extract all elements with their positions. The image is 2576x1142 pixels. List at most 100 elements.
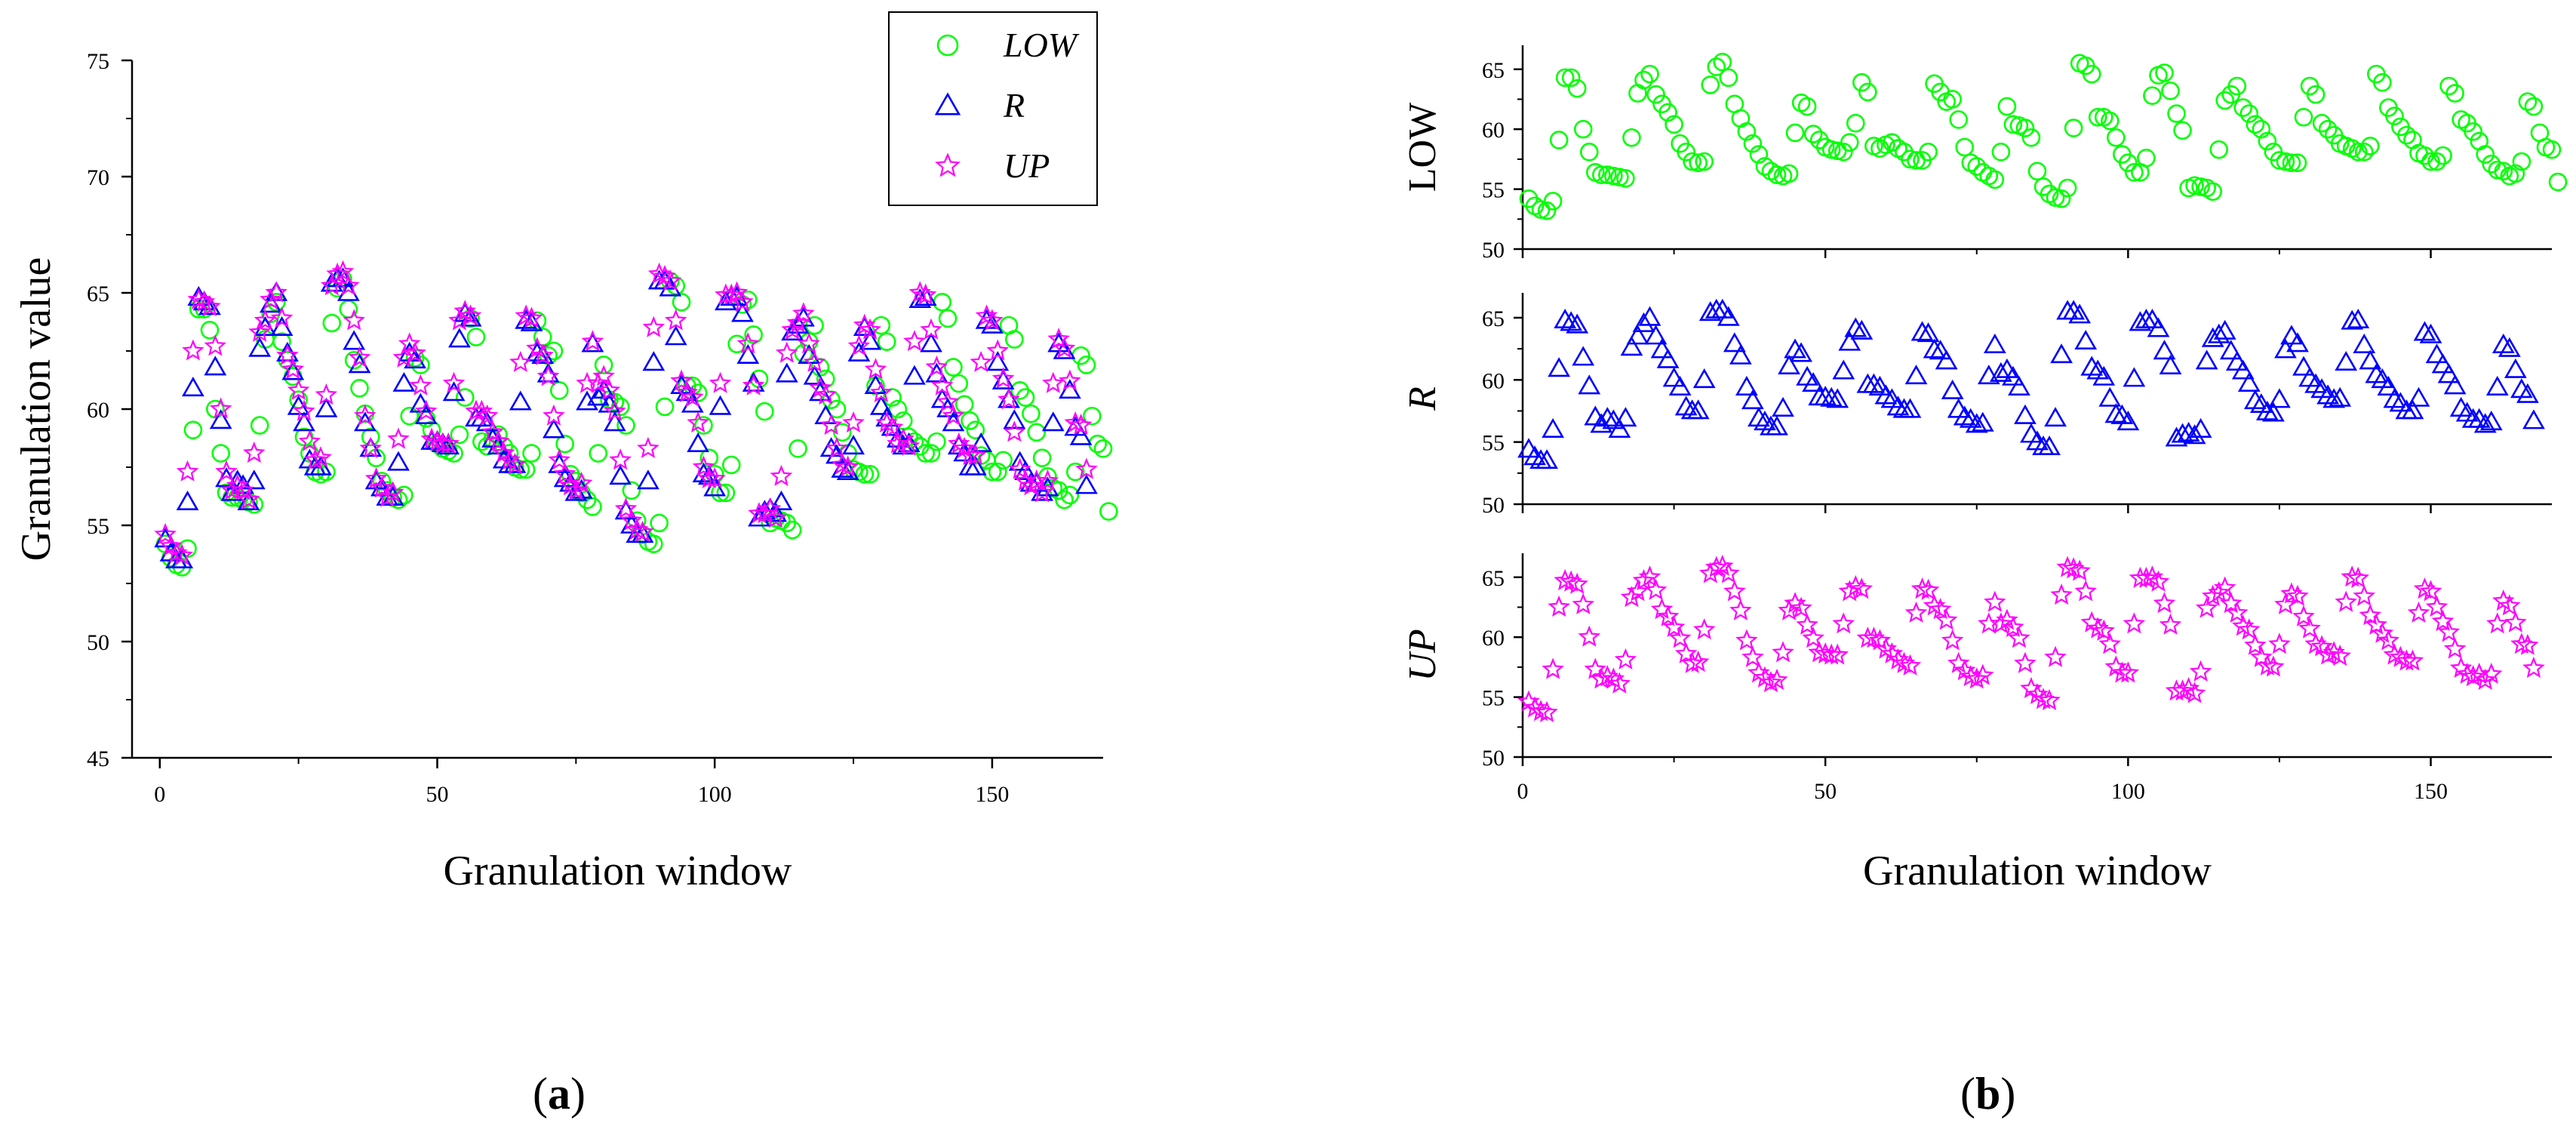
point-up [2504, 611, 2527, 633]
point-low [2015, 119, 2035, 137]
point-low [272, 332, 291, 351]
point-r [1844, 317, 1867, 337]
point-r [664, 325, 687, 346]
point-r [603, 411, 626, 432]
point-up [536, 365, 560, 386]
point-r [859, 330, 882, 350]
point-up [2473, 668, 2497, 690]
point-low [527, 311, 547, 331]
point-low [1634, 70, 1653, 90]
point-r [503, 453, 527, 473]
point-up [1898, 654, 1922, 676]
point-up [2195, 596, 2218, 618]
point-up [981, 309, 1004, 331]
point-r [875, 407, 899, 427]
point-low [1991, 143, 2011, 162]
x-axis-title-b: Granulation window [1863, 848, 2212, 894]
y-axis-title-up: UP [1401, 629, 1444, 681]
y-axis-title-low: LOW [1401, 103, 1444, 192]
point-r [2413, 321, 2436, 341]
point-up [270, 306, 294, 328]
point-r [2008, 375, 2030, 396]
point-low [1707, 57, 1726, 76]
point-r [2335, 350, 2358, 371]
point-r [1826, 388, 1849, 408]
point-r [2243, 389, 2267, 410]
point-up [581, 330, 604, 352]
point-r [736, 343, 760, 364]
point-up [1008, 457, 1031, 479]
point-r [2116, 411, 2140, 431]
legend-marker-low [936, 34, 959, 57]
point-r [964, 455, 987, 476]
point-up [1680, 651, 1704, 673]
x-tick-label-a: 50 [426, 782, 448, 807]
point-r [359, 437, 383, 457]
point-r [609, 465, 632, 485]
point-up [2238, 618, 2261, 640]
point-up [2044, 645, 2067, 667]
point-up [1808, 641, 1831, 663]
point-up [2123, 612, 2146, 634]
point-up [1766, 668, 1788, 690]
point-low [927, 432, 946, 451]
point-up [2183, 682, 2206, 703]
point-up [459, 304, 482, 326]
point-low [1883, 133, 1901, 152]
point-up [2359, 604, 2382, 626]
point-up [398, 332, 421, 354]
point-low [1658, 103, 1677, 122]
point-r [2050, 343, 2073, 364]
point-low [1555, 68, 1575, 88]
y-tick-label-a: 45 [87, 746, 109, 771]
point-up [914, 283, 937, 305]
point-up [2395, 649, 2418, 671]
point-low [2003, 115, 2023, 134]
point-r [1554, 308, 1577, 329]
point-r [1790, 342, 1812, 362]
point-r [209, 409, 232, 429]
point-low [1949, 110, 1968, 129]
point-low [888, 399, 908, 419]
point-r [842, 435, 865, 455]
point-up [803, 350, 826, 372]
point-r [2231, 359, 2255, 380]
point-up [265, 281, 287, 303]
point-r [1766, 415, 1788, 436]
point-r [687, 432, 710, 452]
point-low [589, 444, 608, 463]
point-r [986, 351, 1010, 371]
point-low [2445, 84, 2464, 103]
point-r [2147, 317, 2170, 337]
point-up [2098, 633, 2122, 654]
point-r [2068, 303, 2092, 324]
point-low [211, 444, 230, 463]
x-axis-title-a: Granulation window [444, 848, 792, 894]
point-up [243, 442, 266, 463]
point-low [2524, 97, 2544, 116]
point-up [659, 269, 682, 291]
point-up [1638, 565, 1661, 587]
point-r [543, 418, 565, 439]
point-low [1567, 78, 1587, 98]
point-low [2476, 145, 2495, 164]
point-low [1543, 192, 1563, 211]
point-low [2373, 72, 2392, 92]
point-low [1640, 64, 1659, 84]
point-r [920, 332, 942, 352]
point-r [2322, 388, 2346, 408]
point-low [1695, 152, 1714, 171]
point-r [1748, 407, 1770, 427]
point-up [1735, 629, 1758, 651]
point-r [2359, 349, 2382, 370]
point-low [2258, 131, 2277, 151]
point-up [1042, 371, 1065, 393]
point-low [2239, 104, 2259, 123]
point-up [364, 466, 388, 488]
point-low [2233, 98, 2253, 117]
y-tick-label-b: 65 [1482, 306, 1505, 331]
point-low [2058, 178, 2077, 198]
point-low [1785, 123, 1805, 143]
point-r [1904, 365, 1928, 385]
point-r [1560, 311, 1583, 331]
